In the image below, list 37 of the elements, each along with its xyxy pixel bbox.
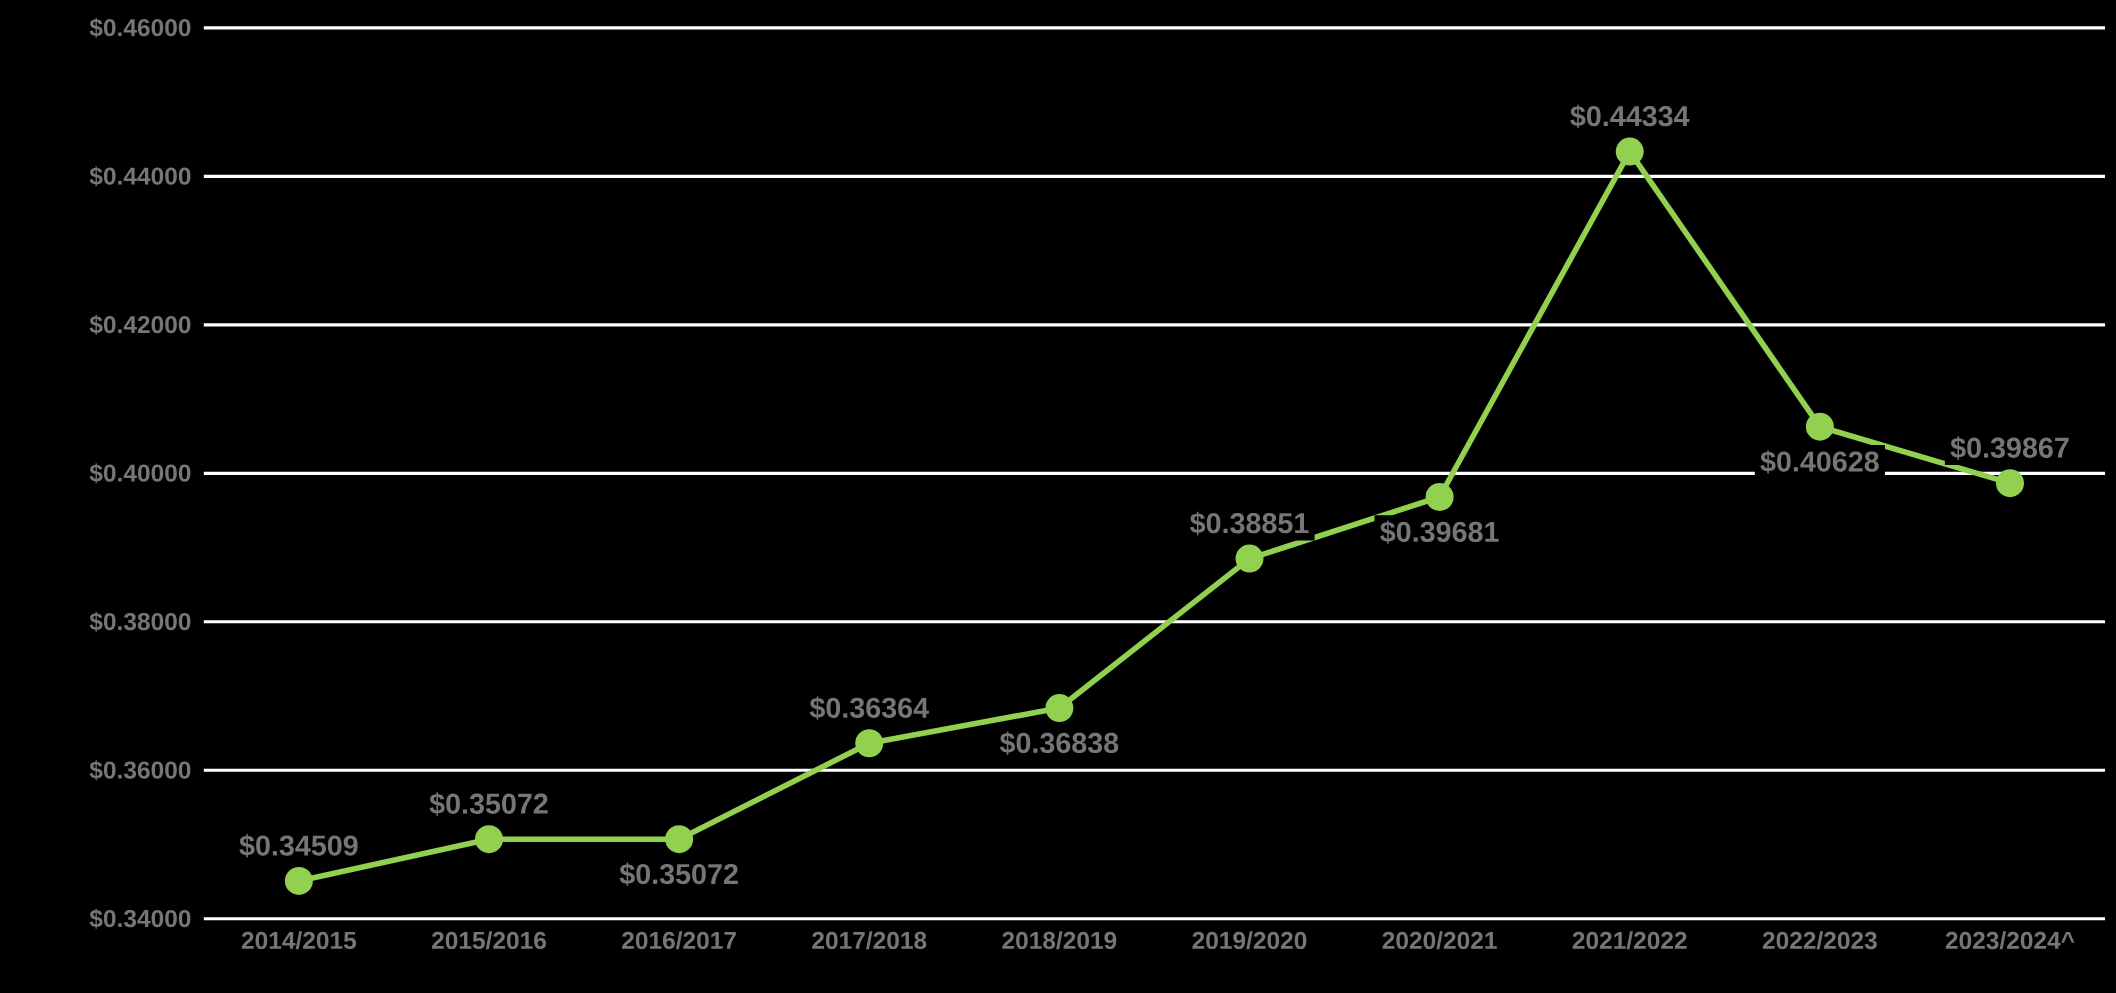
x-tick-label: 2016/2017 (622, 930, 736, 950)
x-tick-label: 2014/2015 (241, 930, 357, 950)
x-tick-label: 2021/2022 (1572, 930, 1687, 950)
point (1805, 412, 1834, 441)
point (284, 866, 313, 895)
data-label: $0.34509 (239, 833, 358, 858)
data-label: $0.35072 (619, 862, 738, 886)
point (1045, 693, 1074, 722)
point (475, 824, 504, 853)
y-tick-label: $0.46000 (89, 17, 191, 38)
x-tick-label: 2019/2020 (1192, 930, 1307, 950)
data-label: $0.36364 (809, 696, 929, 720)
y-tick-label: $0.34000 (89, 908, 191, 929)
data-label: $0.44334 (1570, 104, 1690, 128)
data-label: $0.36838 (999, 731, 1119, 755)
point (1615, 137, 1644, 166)
data-label: $0.38851 (1190, 511, 1309, 535)
x-tick-label: 2018/2019 (1002, 930, 1117, 950)
y-tick-label: $0.36000 (89, 760, 191, 781)
x-tick-label: 2022/2023 (1762, 930, 1877, 950)
y-tick-label: $0.40000 (89, 463, 191, 484)
data-label: $0.39681 (1380, 520, 1499, 544)
data-label: $0.39867 (1950, 436, 2069, 460)
point (665, 824, 694, 853)
x-tick-label: 2023/2024^ (1945, 930, 2075, 950)
point (1995, 468, 2024, 497)
x-tick-label: 2020/2021 (1382, 930, 1497, 950)
y-tick-label: $0.42000 (89, 314, 191, 335)
data-label: $0.40628 (1760, 449, 1879, 474)
point (855, 729, 884, 758)
point (1235, 544, 1264, 573)
data-label: $0.35072 (429, 792, 548, 816)
x-tick-label: 2015/2016 (431, 930, 546, 950)
point (1425, 482, 1454, 511)
y-tick-label: $0.38000 (89, 611, 191, 632)
y-tick-label: $0.44000 (89, 166, 191, 187)
x-tick-label: 2017/2018 (812, 930, 927, 950)
